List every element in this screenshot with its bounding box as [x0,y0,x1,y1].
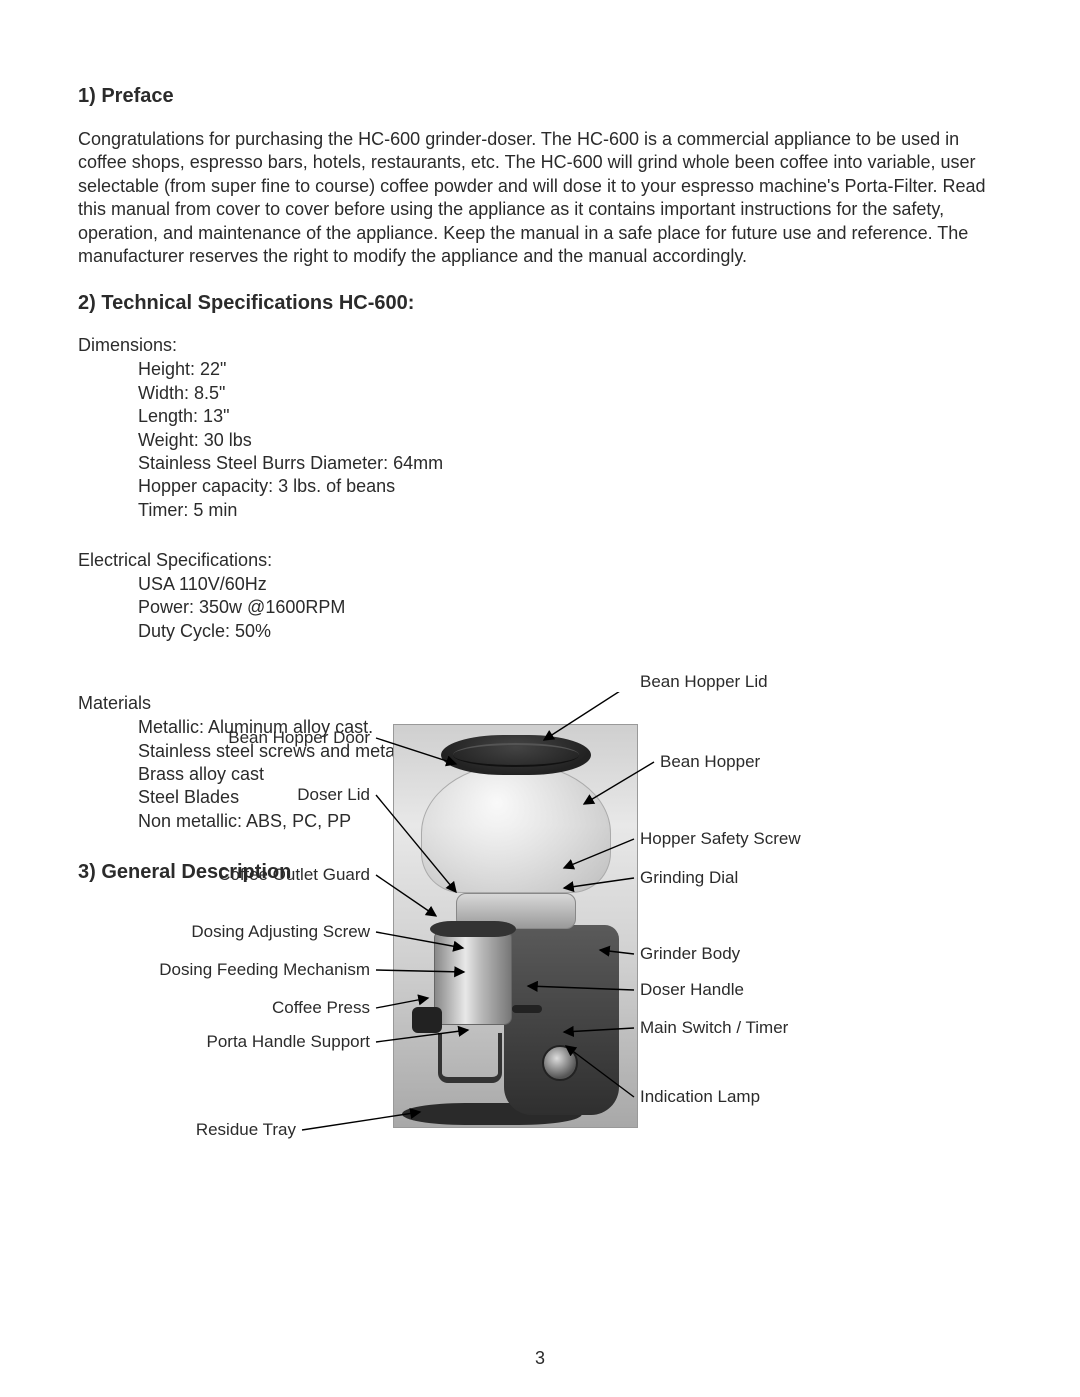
spec-list: Height: 22"Width: 8.5"Length: 13"Weight:… [78,358,1002,522]
callout-grinder-body: Grinder Body [640,944,740,964]
callout-main-switch-timer: Main Switch / Timer [640,1018,788,1038]
callout-grinding-dial: Grinding Dial [640,868,738,888]
spec-line: Duty Cycle: 50% [138,620,1002,643]
specs-heading: 2) Technical Specifications HC-600: [78,292,1002,315]
spec-line: Hopper capacity: 3 lbs. of beans [138,475,1002,498]
callout-residue-tray: Residue Tray [196,1120,296,1140]
manual-page: 1) Preface Congratulations for purchasin… [0,0,1080,1397]
spec-group-label: Dimensions: [78,335,1002,356]
grinder-photo-placeholder [393,724,638,1128]
callout-doser-lid: Doser Lid [297,785,370,805]
spec-list: USA 110V/60HzPower: 350w @1600RPMDuty Cy… [78,573,1002,643]
callout-bean-hopper: Bean Hopper [660,752,760,772]
callout-hopper-safety-screw: Hopper Safety Screw [640,829,801,849]
callout-coffee-press: Coffee Press [272,998,370,1018]
spec-line: Stainless Steel Burrs Diameter: 64mm [138,452,1002,475]
spec-line: Width: 8.5" [138,382,1002,405]
spec-line: Length: 13" [138,405,1002,428]
spec-line: Weight: 30 lbs [138,429,1002,452]
spec-line: Timer: 5 min [138,499,1002,522]
callout-dosing-adjusting-screw: Dosing Adjusting Screw [191,922,370,942]
page-number: 3 [0,1348,1080,1369]
spec-group-label: Electrical Specifications: [78,550,1002,571]
callout-porta-handle-support: Porta Handle Support [207,1032,371,1052]
diagram-area: Bean Hopper Door Doser Lid Coffee Outlet G… [78,692,1002,1332]
preface-heading: 1) Preface [78,85,1002,108]
preface-body: Congratulations for purchasing the HC-60… [78,128,1002,268]
callout-bean-hopper-door: Bean Hopper Door [228,728,370,748]
callout-indication-lamp: Indication Lamp [640,1087,760,1107]
spec-line: Height: 22" [138,358,1002,381]
callout-doser-handle: Doser Handle [640,980,744,1000]
spec-line: Power: 350w @1600RPM [138,596,1002,619]
callout-bean-hopper-lid: Bean Hopper Lid [640,672,768,692]
spec-line: USA 110V/60Hz [138,573,1002,596]
callout-coffee-outlet-guard: Coffee Outlet Guard [218,865,370,885]
callout-dosing-feeding-mechanism: Dosing Feeding Mechanism [159,960,370,980]
